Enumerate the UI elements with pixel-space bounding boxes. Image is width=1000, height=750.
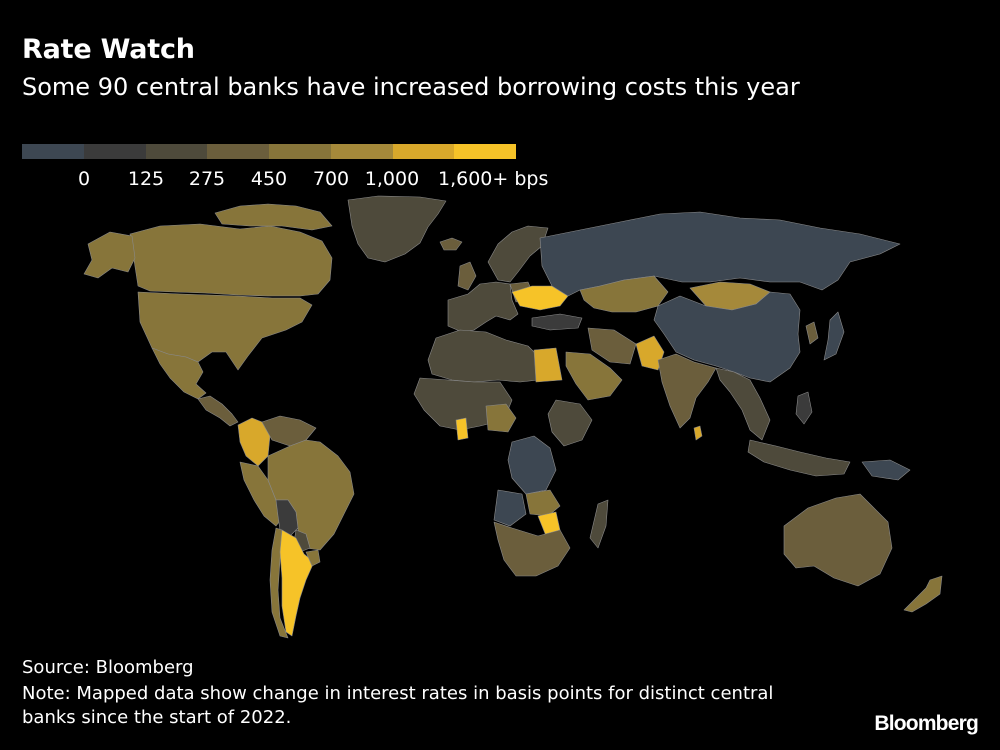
- legend-swatch: [269, 144, 331, 159]
- legend-tick-label: 1,000: [364, 168, 420, 190]
- region-venezuela: [261, 415, 317, 447]
- region-greenland: [347, 195, 447, 263]
- legend-tick-label: 1,600+ bps: [438, 168, 549, 190]
- footnote: Note: Mapped data show change in interes…: [22, 683, 774, 728]
- region-saudi-arabia: [565, 351, 623, 401]
- region-sri-lanka: [693, 425, 703, 441]
- region-nigeria: [485, 403, 517, 433]
- region-turkey: [531, 313, 583, 331]
- region-dr-congo: [507, 435, 557, 495]
- legend-tick-label: 275: [188, 168, 226, 190]
- legend-swatch: [22, 144, 84, 159]
- region-ukraine: [511, 285, 569, 311]
- region-australia: [783, 493, 893, 587]
- region-angola: [493, 489, 527, 527]
- region-ghana: [455, 417, 469, 441]
- region-china: [653, 291, 801, 383]
- world-choropleth-map: [83, 195, 943, 639]
- region-japan: [823, 311, 845, 361]
- region-alaska: [83, 231, 136, 279]
- region-mexico: [151, 347, 207, 400]
- region-papua-new-guinea: [861, 459, 911, 481]
- region-uruguay: [305, 549, 321, 567]
- region-zambia: [525, 489, 561, 517]
- region-iran: [587, 327, 637, 365]
- region-europe: [447, 281, 519, 333]
- source-note: Source: Bloomberg: [22, 657, 194, 678]
- map-title: Rate Watch: [22, 34, 195, 65]
- legend-tick-label: 700: [312, 168, 350, 190]
- region-india: [657, 353, 717, 429]
- legend-tick-label: 125: [127, 168, 165, 190]
- region-ethiopia: [547, 399, 593, 447]
- region-canada: [129, 223, 333, 297]
- region-iceland: [439, 237, 463, 251]
- region-philippines: [795, 391, 813, 425]
- region-arctic-islands: [214, 203, 333, 231]
- map-subtitle: Some 90 central banks have increased bor…: [22, 73, 800, 101]
- region-scandinavia: [487, 225, 549, 283]
- region-southeast-asia: [715, 367, 771, 441]
- region-new-zealand: [903, 575, 943, 613]
- region-korea: [805, 321, 819, 345]
- region-united-kingdom: [457, 261, 477, 291]
- region-southern-africa: [493, 521, 571, 577]
- legend-tick-label: 450: [250, 168, 288, 190]
- legend-swatch: [207, 144, 269, 159]
- legend-swatch: [454, 144, 516, 159]
- region-bolivia: [275, 499, 299, 537]
- legend-tick-label: 0: [77, 168, 91, 190]
- region-argentina: [279, 529, 315, 637]
- bloomberg-logo: Bloomberg: [874, 712, 978, 735]
- legend-swatch: [145, 144, 208, 159]
- legend-swatch: [392, 144, 455, 159]
- region-madagascar: [589, 499, 609, 549]
- region-central-america: [197, 395, 239, 427]
- region-indonesia: [747, 439, 851, 477]
- region-north-africa: [427, 329, 539, 383]
- legend-swatch: [83, 144, 146, 159]
- legend-color-scale: [22, 144, 516, 159]
- legend-swatch: [330, 144, 393, 159]
- region-egypt: [533, 347, 563, 383]
